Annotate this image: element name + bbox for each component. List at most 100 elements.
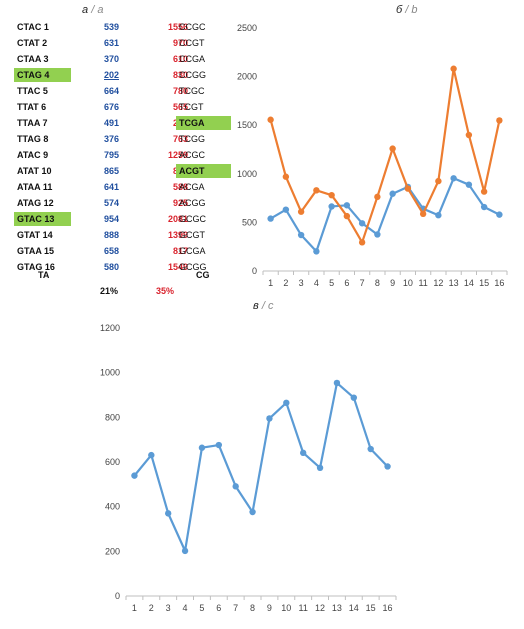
cg-count: 925: [172, 198, 188, 208]
ta-motif: CTAC 1: [17, 22, 49, 32]
chart-b-data-point: [343, 202, 351, 209]
chart-b-data-point: [450, 65, 457, 72]
ta-count: 865: [104, 166, 120, 176]
chart-c-x-tick-label: 10: [281, 603, 291, 613]
table-row: CTAT 2 631 970 CCGT: [14, 36, 234, 52]
cg-count: 588: [172, 182, 188, 192]
ta-count: 376: [104, 134, 120, 144]
chart-c-y-tick-label: 0: [115, 591, 120, 601]
chart-c-x-tick-label: 14: [349, 603, 359, 613]
panel-c-label-alt: c: [267, 300, 274, 312]
chart-b-x-tick-label: 4: [314, 278, 319, 288]
chart-b-y-tick-label: 1500: [237, 120, 257, 130]
chart-b-data-point: [480, 188, 488, 195]
chart-b-x-tick-label: 15: [479, 278, 489, 288]
chart-b-data-point: [374, 193, 381, 201]
chart-b-data-point: [328, 203, 335, 210]
cg-count: 565: [172, 102, 188, 112]
chart-b-data-point: [358, 220, 366, 227]
chart-c-data-point: [249, 508, 256, 516]
chart-c-y-tick-label: 800: [105, 412, 120, 422]
ta-count: 676: [104, 102, 120, 112]
chart-c-x-tick-label: 5: [199, 603, 204, 613]
chart-c-y-tick-label: 400: [105, 502, 120, 512]
ta-motif: ATAC 9: [17, 150, 49, 160]
table-row: TTAT 6 676 565 TCGT: [14, 100, 234, 116]
panel-c-label-sep: /: [261, 300, 265, 312]
chart-b-series-line-2: [269, 67, 501, 244]
ta-motif: TTAG 8: [17, 134, 49, 144]
ta-motif: ATAT 10: [17, 166, 52, 176]
table-row: ATAA 11 641 588 ACGA: [14, 180, 234, 196]
panel-a-label: а / a: [82, 4, 103, 16]
chart-c-data-point: [266, 415, 273, 422]
panel-b-label: б / b: [396, 4, 418, 16]
cg-motif: TCGC: [179, 86, 205, 96]
chart-b-data-point: [313, 248, 320, 255]
table-row: ATAG 12 574 925 ACGG: [14, 196, 234, 212]
ta-motif: CTAA 3: [17, 54, 49, 64]
cg-count: 610: [172, 54, 188, 64]
table-row: GTAC 13 954 2081 GCGC: [14, 212, 234, 228]
chart-b-data-point: [374, 231, 381, 238]
chart-b-data-point: [389, 145, 396, 152]
chart-b-data-point: [343, 212, 351, 220]
panel-b-label-main: б: [396, 4, 403, 16]
table-row: TTAC 5 664 780 TCGC: [14, 84, 234, 100]
cg-count: 830: [172, 70, 188, 80]
chart-c-x-tick-label: 7: [233, 603, 238, 613]
chart-b-data-point: [282, 173, 290, 180]
ta-count: 631: [104, 38, 120, 48]
cg-motif: TCGG: [179, 134, 205, 144]
chart-c-y-tick-label: 1200: [100, 323, 120, 333]
chart-c-data-point: [384, 463, 391, 470]
ta-motif: TTAT 6: [17, 102, 47, 112]
chart-b-data-point: [313, 187, 320, 194]
chart-b-data-point: [450, 175, 457, 182]
chart-b-data-point: [282, 206, 290, 213]
ta-motif: GTAG 16: [17, 262, 55, 272]
chart-b-data-point: [465, 131, 473, 139]
chart-c-x-tick-label: 8: [250, 603, 255, 613]
panel-a-label-main: а: [82, 4, 89, 16]
table-row: CTAG 4 202 830 CCGG: [14, 68, 234, 84]
chart-b-data-point: [267, 215, 274, 222]
chart-b-data-point: [419, 205, 427, 212]
chart-b-x-tick-label: 11: [418, 278, 427, 288]
chart-c-data-point: [232, 483, 239, 490]
cg-motif: GCGT: [179, 230, 205, 240]
footer-ta-label: TA: [38, 270, 50, 280]
chart-b-x-tick-label: 2: [283, 278, 288, 288]
ta-motif: ATAA 11: [17, 182, 53, 192]
chart-b-data-point: [465, 181, 473, 188]
cg-count: 817: [172, 246, 188, 256]
chart-c-y-tick-label: 600: [105, 457, 120, 467]
cg-count: 2081: [167, 214, 188, 224]
cg-motif: ACGA: [179, 182, 205, 192]
cg-motif: TCGT: [179, 102, 204, 112]
cg-motif: TCGA: [176, 116, 231, 130]
cg-count: 1259: [167, 150, 188, 160]
chart-c-data-point: [316, 464, 324, 472]
chart-c-data-point: [283, 399, 290, 407]
chart-c-series-line-1: [133, 381, 389, 552]
chart-c-data-point: [181, 547, 189, 555]
panel-c-label-main: в: [253, 300, 259, 312]
cg-motif: GCGG: [179, 262, 207, 272]
chart-b-data-point: [404, 185, 412, 192]
chart-b-y-tick-label: 0: [252, 266, 257, 276]
table-row: GTAT 14 888 1399 GCGT: [14, 228, 234, 244]
ta-motif: TTAA 7: [17, 118, 48, 128]
table-row: GTAG 16 580 1549 GCGG: [14, 260, 234, 276]
ta-count: 664: [104, 86, 120, 96]
cg-motif: CCGA: [179, 54, 206, 64]
chart-b-data-point: [435, 212, 442, 219]
chart-c-data-point: [215, 441, 223, 449]
ta-motif: GTAA 15: [17, 246, 55, 256]
chart-b-x-tick-label: 9: [390, 278, 395, 288]
chart-b-data-point: [419, 210, 427, 218]
chart-c-x-tick-label: 11: [299, 603, 308, 613]
chart-c-x-tick-label: 4: [183, 603, 188, 613]
chart-b-data-point: [496, 117, 503, 124]
chart-b-x-tick-label: 13: [449, 278, 459, 288]
